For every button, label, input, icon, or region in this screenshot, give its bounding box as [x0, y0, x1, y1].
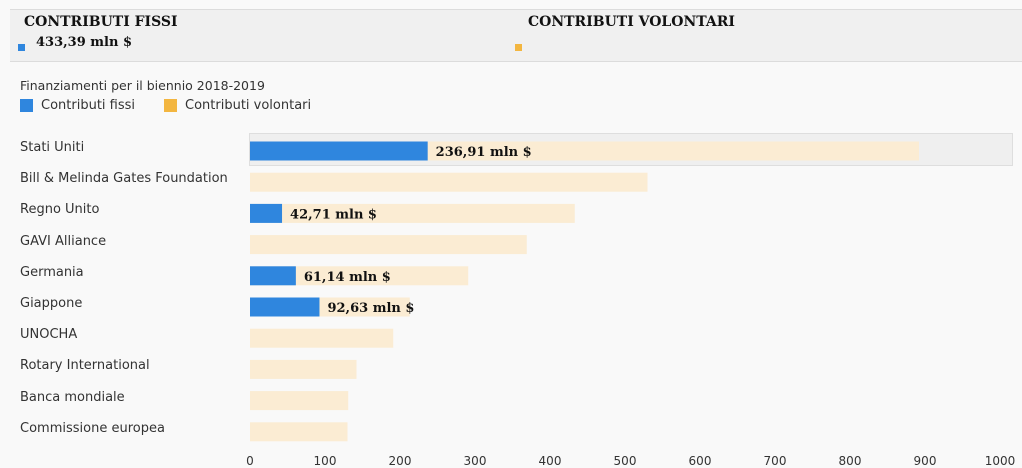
category-label: Banca mondiale: [20, 389, 125, 405]
fixed-contributions-title: CONTRIBUTI FISSI: [24, 14, 178, 30]
voluntary-swatch-icon: [515, 44, 522, 51]
x-tick-label: 300: [464, 454, 487, 468]
category-label: UNOCHA: [20, 327, 78, 343]
x-tick-label: 100: [314, 454, 337, 468]
fixed-bar[interactable]: [250, 297, 320, 317]
x-tick-label: 400: [539, 454, 562, 468]
voluntary-bar[interactable]: [250, 391, 349, 411]
voluntary-bar[interactable]: [250, 266, 469, 286]
fixed-bar-value-label: 236,91 mln $: [436, 145, 532, 160]
fixed-contributions-total: 433,39 mln $: [36, 35, 132, 50]
x-tick-label: 0: [246, 454, 254, 468]
category-label: Bill & Melinda Gates Foundation: [20, 171, 228, 187]
voluntary-bar[interactable]: [250, 235, 527, 255]
category-label: Rotary International: [20, 358, 150, 374]
voluntary-bar[interactable]: [250, 359, 357, 379]
x-tick-label: 1000: [985, 454, 1016, 468]
category-label: Germania: [20, 264, 84, 280]
legend-fixed-swatch-icon: [20, 99, 33, 112]
voluntary-contributions-title: CONTRIBUTI VOLONTARI: [528, 14, 735, 30]
x-tick-label: 200: [389, 454, 412, 468]
voluntary-bar[interactable]: [250, 422, 348, 442]
legend-item-fixed[interactable]: Contributi fissi: [20, 98, 135, 113]
fixed-swatch-icon: [18, 44, 25, 51]
x-tick-label: 900: [914, 454, 937, 468]
voluntary-bar[interactable]: [250, 172, 648, 192]
category-label: Commissione europea: [20, 420, 165, 436]
voluntary-bar[interactable]: [250, 203, 575, 223]
legend-fixed-label: Contributi fissi: [41, 98, 136, 113]
summary-bar: CONTRIBUTI FISSI 433,39 mln $ CONTRIBUTI…: [10, 9, 1022, 62]
voluntary-bar[interactable]: [250, 328, 394, 348]
category-label: GAVI Alliance: [20, 233, 107, 249]
category-label: Stati Uniti: [20, 140, 85, 155]
x-tick-label: 700: [764, 454, 787, 468]
fixed-bar-value-label: 42,71 mln $: [290, 207, 377, 222]
fixed-bar[interactable]: [250, 203, 283, 223]
legend-item-voluntary[interactable]: Contributi volontari: [164, 98, 311, 113]
x-tick-label: 800: [839, 454, 862, 468]
category-label: Regno Unito: [20, 202, 100, 218]
fixed-bar[interactable]: [250, 266, 296, 286]
fixed-bar-value-label: 92,63 mln $: [327, 301, 414, 316]
fixed-bar-value-label: 61,14 mln $: [304, 270, 391, 285]
x-tick-label: 500: [614, 454, 637, 468]
chart-title: Finanziamenti per il biennio 2018-2019: [20, 78, 265, 93]
legend-voluntary-swatch-icon: [164, 99, 177, 112]
fixed-bar[interactable]: [250, 141, 428, 161]
legend-voluntary-label: Contributi volontari: [185, 98, 312, 113]
category-label: Giappone: [20, 296, 83, 311]
x-tick-label: 600: [689, 454, 712, 468]
